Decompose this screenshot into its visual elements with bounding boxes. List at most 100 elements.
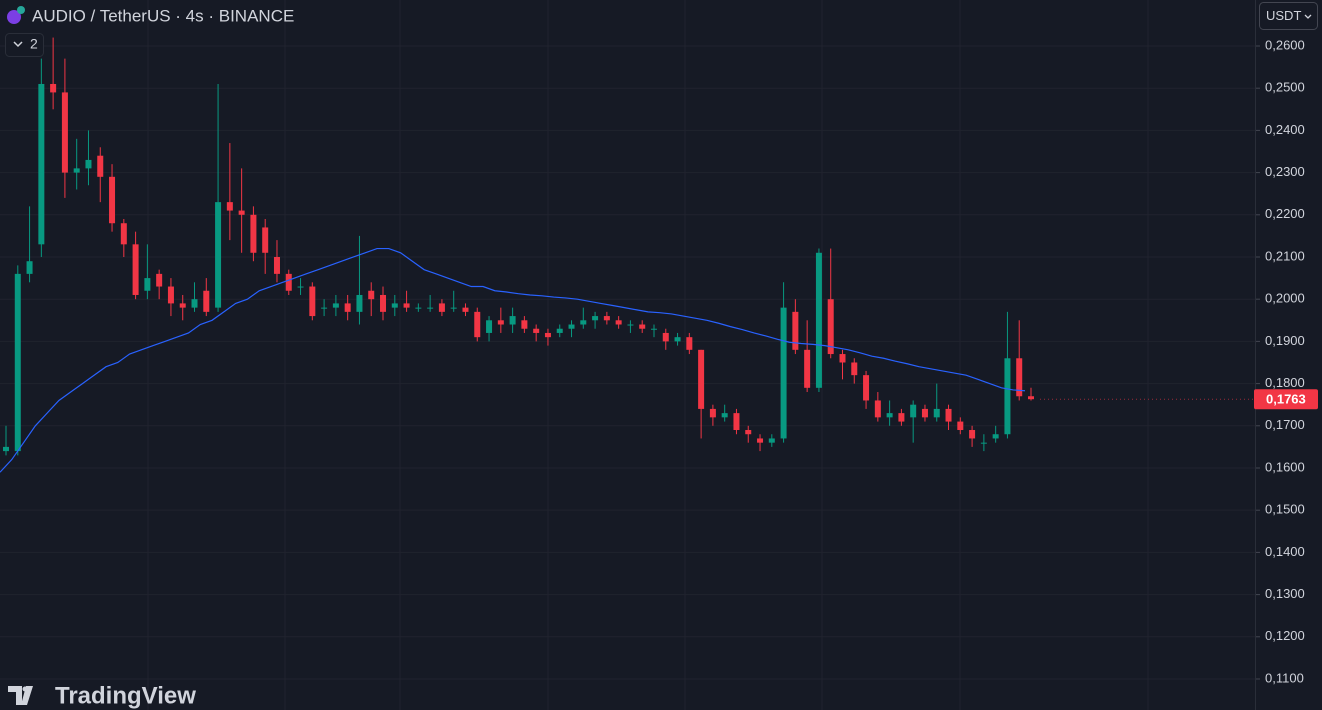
candle-body	[686, 337, 693, 350]
candle-body	[309, 286, 316, 317]
candle-body	[733, 413, 740, 431]
candle-body	[1004, 358, 1011, 435]
candle-body	[556, 328, 563, 333]
candle-body	[38, 83, 45, 245]
candle-body	[757, 438, 764, 443]
y-tick-label: 0,1300	[1265, 586, 1305, 601]
symbol-icon	[7, 10, 21, 24]
candle-body	[709, 408, 716, 418]
candle-body	[156, 273, 163, 287]
candle-body	[427, 307, 434, 309]
y-tick-label: 0,1200	[1265, 628, 1305, 643]
candle-body	[215, 202, 222, 308]
candle-body	[203, 290, 210, 312]
candle-body	[603, 316, 610, 321]
candle-body	[368, 290, 375, 300]
candle-body	[580, 320, 587, 325]
candle-body	[438, 303, 445, 312]
y-tick-label: 0,1100	[1265, 670, 1304, 685]
candle-body	[780, 307, 787, 439]
candle-body	[109, 176, 116, 224]
candle-body	[26, 261, 33, 274]
brand-name: TradingView	[55, 682, 196, 709]
candle-body	[768, 438, 775, 443]
candle-body	[521, 320, 528, 329]
indicator-count: 2	[30, 36, 38, 52]
plot-area: 0,2600 0,2500 0,2400 0,2300 0,2200 0,2100 0,20…	[0, 37, 1305, 685]
currency-button[interactable]: USDT	[1259, 2, 1318, 30]
candle-body	[403, 303, 410, 308]
candle-body	[497, 320, 504, 325]
candle-body	[886, 413, 893, 418]
candle-body	[804, 349, 811, 388]
y-tick-label: 0,2600	[1265, 37, 1305, 52]
candle-body	[592, 316, 599, 321]
symbol-header[interactable]: AUDIO / TetherUS · 4s · BINANCE	[7, 6, 294, 25]
y-tick-label: 0,1700	[1265, 417, 1305, 432]
y-tick-label: 0,2100	[1265, 248, 1305, 263]
candle-body	[391, 303, 398, 308]
candle-body	[969, 430, 976, 439]
candle-body	[132, 244, 139, 295]
candle-body	[615, 320, 622, 325]
candle-body	[250, 214, 257, 253]
candle-body	[1028, 396, 1034, 400]
candle-body	[285, 273, 292, 291]
moving-average-line	[0, 247, 1026, 473]
candle-body	[120, 223, 127, 245]
candle-body	[85, 159, 92, 169]
candle-body	[50, 83, 57, 93]
candle-body	[568, 324, 575, 329]
currency-label: USDT	[1266, 8, 1301, 23]
vertical-grid	[147, 0, 1149, 710]
y-tick-label: 0,2400	[1265, 122, 1305, 137]
last-price-label: 0,1763	[1266, 392, 1306, 407]
candle-body	[792, 311, 799, 350]
candle-body	[73, 168, 80, 173]
candle-body	[544, 332, 551, 338]
y-tick-label: 0,1900	[1265, 333, 1305, 348]
last-price-box	[1254, 389, 1318, 410]
candle-body	[474, 311, 481, 338]
candle-body	[450, 307, 457, 309]
candle-body	[910, 404, 917, 418]
candle-body	[627, 324, 634, 326]
y-tick-label: 0,1500	[1265, 502, 1305, 517]
candle-body	[262, 227, 269, 253]
candle-body	[639, 324, 646, 329]
candle-body	[992, 434, 999, 439]
candle-body	[827, 299, 834, 355]
candle-body	[344, 303, 351, 312]
candle-body	[721, 413, 728, 418]
candle-body	[957, 421, 964, 431]
candle-body	[815, 252, 822, 388]
candle-body	[650, 328, 657, 330]
candle-body	[486, 320, 493, 333]
candle-body	[61, 92, 68, 173]
candle-body	[415, 307, 422, 309]
y-tick-label: 0,1600	[1265, 459, 1305, 474]
candle-body	[144, 278, 151, 291]
candle-body	[1016, 358, 1023, 397]
candle-body	[321, 307, 328, 309]
candle-body	[167, 286, 174, 304]
candle-body	[851, 362, 858, 376]
candle-body	[898, 413, 905, 422]
candle-body	[874, 400, 881, 418]
candle-body	[921, 408, 928, 418]
exchange-icon	[17, 6, 25, 14]
candle-body	[980, 442, 987, 444]
candle-body	[3, 446, 9, 452]
candle-body	[662, 332, 669, 342]
brand-logo: TradingView	[8, 682, 196, 709]
candle-body	[933, 408, 940, 418]
y-tick-label: 0,1800	[1265, 375, 1305, 390]
candle-body	[674, 337, 681, 342]
indicators-toggle[interactable]: 2	[5, 33, 44, 57]
y-tick-label: 0,2000	[1265, 291, 1305, 306]
y-tick-label: 0,1400	[1265, 544, 1305, 559]
candle-body	[745, 430, 752, 435]
candle-body	[945, 408, 952, 422]
